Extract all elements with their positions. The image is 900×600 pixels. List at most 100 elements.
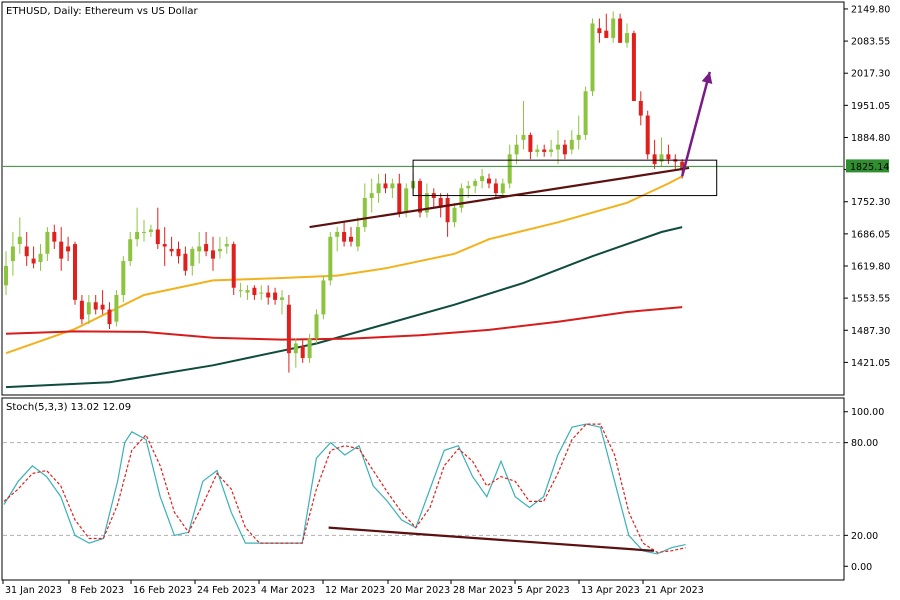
stochastic-lines (3, 423, 686, 555)
price-pane[interactable]: ETHUSD, Daily: Ethereum vs US Dollar 142… (1, 1, 890, 396)
candle-body (535, 149, 540, 152)
price-tick-label: 1487.30 (851, 326, 890, 337)
candles (4, 11, 685, 373)
candle-body (321, 280, 326, 315)
candle-body (480, 176, 485, 182)
candle-body (576, 134, 581, 140)
candle-body (107, 309, 112, 325)
chart-title: ETHUSD, Daily: Ethereum vs US Dollar (6, 6, 198, 17)
stochastic-title: Stoch(5,3,3) 13.02 12.09 (6, 402, 131, 413)
candle-body (45, 231, 50, 254)
candle-body (618, 18, 623, 43)
candle-body (280, 297, 284, 300)
candle-body (569, 139, 574, 150)
stochastic-tick-label: 80.00 (851, 438, 878, 449)
date-tick-label: 24 Feb 2023 (197, 585, 256, 596)
stochastic-main-line (3, 423, 686, 555)
price-tick-label: 1884.80 (851, 133, 890, 144)
candle-body (17, 236, 22, 245)
candle-body (514, 144, 519, 155)
candle-body (176, 248, 181, 257)
candle-body (466, 185, 471, 189)
candle-body (293, 343, 298, 354)
candle-body (397, 183, 402, 213)
candle-body (376, 183, 381, 194)
stochastic-pane-frame (1, 397, 845, 581)
candle-body (355, 227, 360, 247)
candle-body (638, 101, 643, 116)
candle-body (211, 250, 215, 259)
current-price-label: 1825.14 (850, 162, 889, 173)
moving-averages (5, 175, 683, 389)
price-tick-label: 1421.05 (851, 358, 890, 369)
price-pane-frame (1, 1, 845, 396)
moving-average-line (5, 306, 683, 341)
candle-body (100, 304, 105, 310)
date-tick-label: 31 Jan 2023 (5, 585, 62, 596)
candle-body (217, 248, 222, 252)
price-tick-label: 1686.05 (851, 229, 890, 240)
candle-body (238, 290, 243, 292)
candle-body (597, 28, 602, 34)
candle-body (314, 314, 319, 339)
date-axis: 31 Jan 2023 8 Feb 2023 16 Feb 2023 24 Feb 2… (2, 580, 704, 596)
candle-body (507, 154, 512, 184)
candle-body (266, 292, 271, 298)
candle-body (556, 144, 560, 150)
candle-body (128, 239, 133, 262)
candle-body (183, 253, 188, 271)
candle-body (680, 161, 685, 169)
candle-body (369, 193, 374, 198)
candle-body (583, 91, 588, 135)
support-trendline (309, 166, 690, 229)
price-tick-label: 2083.55 (851, 37, 890, 48)
candle-body (335, 231, 340, 237)
candle-body (224, 244, 229, 247)
candle-body (169, 248, 174, 252)
stochastic-pane[interactable]: Stoch(5,3,3) 13.02 12.09 0.00 20.00 80.00 1… (1, 397, 884, 581)
candle-body (300, 345, 305, 359)
price-tick-label: 1752.30 (851, 197, 890, 208)
candle-body (231, 244, 236, 288)
candle-body (155, 229, 160, 245)
stochastic-tick-label: 20.00 (851, 531, 878, 542)
candle-body (459, 188, 464, 208)
date-tick-label: 8 Feb 2023 (71, 585, 124, 596)
candle-body (252, 287, 257, 295)
candle-body (245, 290, 250, 293)
moving-average-line (5, 226, 683, 389)
candle-body (135, 231, 140, 240)
candle-body (38, 253, 43, 263)
candle-body (445, 198, 450, 223)
candle-body (645, 115, 650, 155)
stochastic-signal-line (3, 423, 686, 554)
candle-body (259, 292, 264, 294)
candle-body (121, 261, 126, 295)
price-y-axis: 1421.05 1487.30 1553.55 1619.80 1686.05 1752.… (844, 4, 890, 369)
arrow-shaft (680, 71, 712, 177)
consolidation-zone-box (412, 159, 718, 197)
candle-body (86, 302, 91, 315)
candle-body (31, 258, 36, 264)
date-tick-label: 5 Apr 2023 (517, 585, 570, 596)
candle-body (148, 229, 153, 232)
candle-body (4, 265, 8, 286)
candle-body (66, 246, 71, 252)
candle-body (493, 183, 498, 194)
candle-body (59, 241, 64, 259)
candle-body (307, 338, 312, 359)
candle-body (52, 231, 57, 242)
candle-body (93, 302, 98, 310)
candle-body (114, 295, 119, 322)
candle-body (666, 154, 671, 160)
candle-body (362, 198, 367, 228)
candle-body (404, 188, 409, 213)
candle-body (542, 149, 547, 152)
arrow-head (701, 71, 713, 84)
price-tick-label: 2017.30 (851, 69, 890, 80)
candle-body (79, 300, 84, 320)
candle-body (383, 183, 388, 189)
candle-body (190, 248, 195, 266)
candle-body (197, 246, 202, 252)
